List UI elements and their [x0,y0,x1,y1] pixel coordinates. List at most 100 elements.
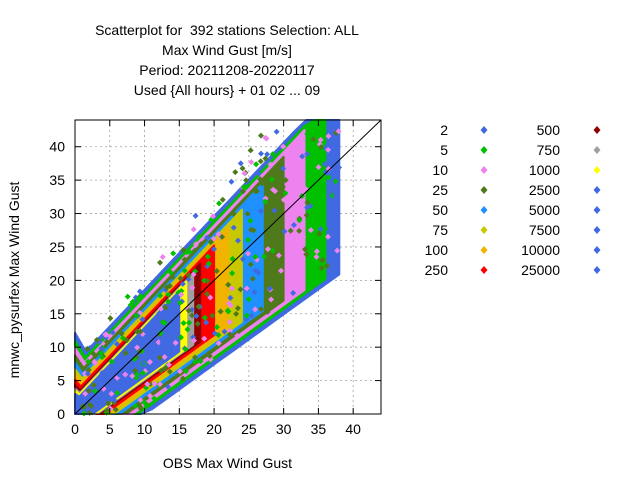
x-tick-label: 15 [172,421,188,437]
scatter-point [245,296,252,303]
scatter-point [239,256,246,263]
legend: 2510255075100250500750100025005000750010… [425,122,601,278]
scatter-point [251,289,258,296]
scatter-point [206,352,213,359]
scatter-point [303,212,310,219]
scatter-point [204,253,211,260]
y-tick-label: 15 [49,306,65,322]
x-tick-label: 5 [106,421,114,437]
legend-marker [593,246,601,254]
scatter-point [191,337,198,344]
scatter-point [266,285,273,292]
scatter-point [318,265,325,272]
scatter-point [192,358,199,365]
scatter-point [304,150,311,157]
scatter-point [307,227,314,234]
scatter-point [156,381,163,388]
scatter-point [163,330,170,337]
scatter-point [80,410,87,417]
scatter-point [189,312,196,319]
scatter-point [324,233,331,240]
legend-entry: 1000 [529,162,601,178]
scatter-point [263,135,270,142]
legend-entry: 5000 [529,202,601,218]
y-tick-label: 10 [49,339,65,355]
legend-entry: 100 [425,242,488,258]
legend-entry: 25 [432,182,488,198]
scatter-point [108,358,115,365]
scatter-point [229,270,236,277]
scatter-point [186,319,193,326]
scatter-point [213,268,220,275]
scatter-point [178,291,185,298]
legend-marker [593,126,601,134]
legend-marker [593,146,601,154]
legend-marker [480,266,488,274]
scatter-point [205,260,212,267]
scatter-point [85,387,92,394]
x-tick-label: 0 [71,421,79,437]
scatter-point [264,246,271,253]
scatter-point [133,312,140,319]
scatter-point [257,306,264,313]
title-line: Scatterplot for 392 stations Selection: … [95,22,359,38]
scatter-point [217,308,224,315]
scatter-point [84,345,91,352]
scatter-point [322,225,329,232]
scatter-point [335,164,342,171]
legend-marker [480,166,488,174]
scatter-point [157,292,164,299]
axis-ticks: 0 5 10 15 20 25 30 35 40 0 5 10 15 20 25 30 35 40 [49,120,381,437]
scatter-point [179,280,186,287]
scatter-point [172,339,179,346]
legend-label: 5 [440,142,448,158]
scatter-point [117,385,124,392]
scatter-point [209,213,216,220]
legend-entry: 10 [432,162,488,178]
scatter-point [122,371,129,378]
scatter-point [189,284,196,291]
scatter-point [315,164,322,171]
scatter-point [88,402,95,409]
scatter-point [161,319,168,326]
scatter-point [207,238,214,245]
legend-entry: 10000 [521,242,601,258]
legend-label: 250 [425,262,449,278]
scatter-point [317,136,324,143]
scatter-point [269,247,276,254]
scatter-point [325,165,332,172]
scatter-point [181,256,188,263]
scatter-point [280,143,287,150]
scatter-point [249,275,256,282]
y-tick-label: 35 [49,172,65,188]
scatter-point [282,190,289,197]
x-tick-label: 40 [345,421,361,437]
scatter-point [290,222,297,229]
scatter-point [296,227,303,234]
scatter-point [181,267,188,274]
scatter-point [98,345,105,352]
scatter-point [207,294,214,301]
scatter-point [80,404,87,411]
scatter-point [239,165,246,172]
scatter-point [166,368,173,375]
scatter-point [255,269,262,276]
scatter-point [319,256,326,263]
legend-label: 10000 [521,242,560,258]
legend-entry: 500 [537,122,601,138]
scatter-point [248,312,255,319]
x-tick-label: 25 [241,421,257,437]
scatter-point [155,339,162,346]
scatter-point [151,380,158,387]
scatter-point [144,381,151,388]
one-to-one-line [74,119,382,415]
legend-entry: 75 [432,222,488,238]
scatter-point [177,368,184,375]
scatter-point [151,395,158,402]
y-tick-label: 40 [49,139,65,155]
scatter-point [165,291,172,298]
legend-entry: 750 [537,142,601,158]
scatter-point [172,312,179,319]
scatter-point [190,226,197,233]
scatter-point [278,267,285,274]
